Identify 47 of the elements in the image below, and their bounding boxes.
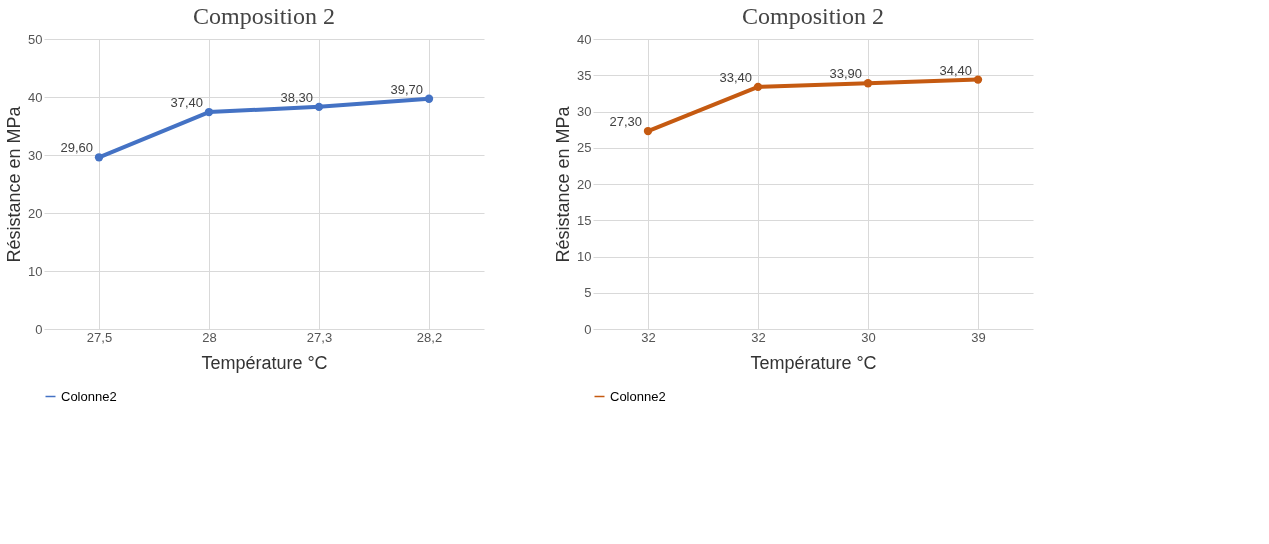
y-tick-label: 30: [577, 104, 592, 119]
y-tick-label: 10: [577, 249, 592, 264]
data-label: 33,90: [829, 66, 862, 82]
data-label: 37,40: [170, 95, 203, 111]
x-tick-label: 27,5: [86, 329, 113, 345]
y-tick-label: 35: [577, 67, 592, 83]
y-axis-title: Résistance en MPa: [4, 105, 25, 263]
x-tick-label: 32: [641, 329, 656, 345]
x-tick-label: 30: [861, 329, 876, 345]
data-label: 38,30: [280, 89, 313, 105]
y-tick-label: 50: [28, 31, 43, 47]
point: [94, 153, 104, 162]
y-tick-label: 25: [577, 140, 592, 156]
chart-title: Composition 2: [192, 3, 336, 29]
y-axis-title: Résistance en MPa: [553, 105, 574, 263]
y-tick-label: 40: [28, 89, 43, 105]
legend-label: Colonne2: [610, 388, 666, 404]
point: [314, 102, 324, 112]
x-tick-label: 27,3: [306, 329, 333, 345]
point: [753, 82, 763, 92]
data-label: 29,60: [60, 140, 93, 156]
data-label: 27,30: [609, 114, 642, 130]
y-tick-label: 20: [28, 205, 43, 221]
data-label: 39,70: [390, 81, 423, 97]
point: [424, 94, 434, 103]
data-label: 33,40: [719, 69, 752, 85]
y-tick-label: 5: [584, 285, 592, 301]
x-tick-label: 28,2: [416, 329, 443, 345]
x-axis-title: Température °C: [750, 352, 877, 373]
x-tick-label: 39: [971, 329, 986, 345]
point: [643, 126, 653, 136]
point: [973, 75, 983, 84]
legend-label: Colonne2: [61, 388, 117, 404]
y-tick-label: 0: [35, 321, 43, 337]
y-tick-label: 30: [28, 147, 43, 163]
y-tick-label: 10: [28, 263, 43, 279]
y-tick-label: 20: [577, 176, 592, 192]
point: [863, 79, 873, 88]
y-tick-label: 15: [577, 212, 592, 228]
chart-title: Composition 2: [741, 3, 885, 29]
x-axis-title: Température °C: [201, 352, 328, 373]
x-tick-label: 28: [202, 329, 217, 345]
y-tick-label: 0: [584, 321, 592, 337]
y-tick-label: 40: [577, 31, 592, 47]
data-label: 34,40: [939, 62, 972, 78]
x-tick-label: 32: [751, 329, 766, 345]
point: [204, 107, 214, 117]
